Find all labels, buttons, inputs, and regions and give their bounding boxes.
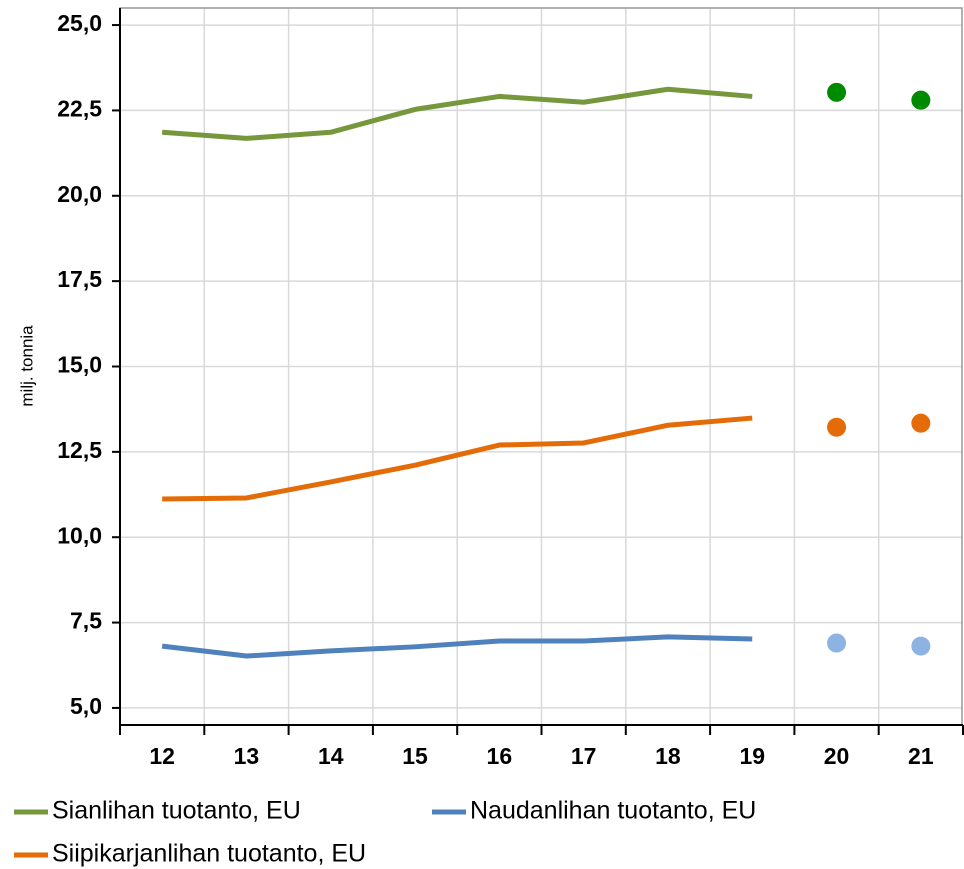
series-line [161, 634, 753, 659]
series-line [161, 86, 753, 141]
y-tick-label: 10,0 [57, 522, 102, 548]
x-tick-label: 18 [655, 743, 681, 769]
y-tick-label: 7,5 [70, 608, 102, 634]
x-tick-label: 21 [908, 743, 934, 769]
y-tick-label: 12,5 [57, 437, 102, 463]
y-axis-label: milj. tonnia [17, 325, 36, 407]
y-tick-label: 22,5 [57, 96, 102, 122]
legend-label: Sianlihan tuotanto, EU [52, 797, 301, 825]
forecast-point [911, 90, 931, 110]
x-tick-label: 17 [571, 743, 597, 769]
y-tick-label: 25,0 [57, 10, 102, 36]
y-tick-label: 5,0 [70, 693, 102, 719]
x-tick-label: 12 [149, 743, 175, 769]
y-tick-label: 17,5 [57, 266, 102, 292]
forecast-point [827, 82, 847, 102]
legend-label: Siipikarjanlihan tuotanto, EU [52, 840, 366, 868]
forecast-point [911, 413, 931, 433]
forecast-point [827, 417, 847, 437]
series-line [162, 415, 753, 502]
forecast-point [911, 636, 931, 656]
forecast-point [827, 633, 847, 653]
x-tick-label: 15 [402, 743, 428, 769]
x-tick-label: 16 [487, 743, 513, 769]
x-tick-label: 13 [234, 743, 260, 769]
y-tick-label: 15,0 [57, 352, 102, 378]
x-tick-label: 19 [739, 743, 765, 769]
y-tick-label: 20,0 [57, 181, 102, 207]
x-tick-label: 14 [318, 743, 344, 769]
legend-label: Naudanlihan tuotanto, EU [470, 797, 756, 825]
x-tick-label: 20 [824, 743, 850, 769]
